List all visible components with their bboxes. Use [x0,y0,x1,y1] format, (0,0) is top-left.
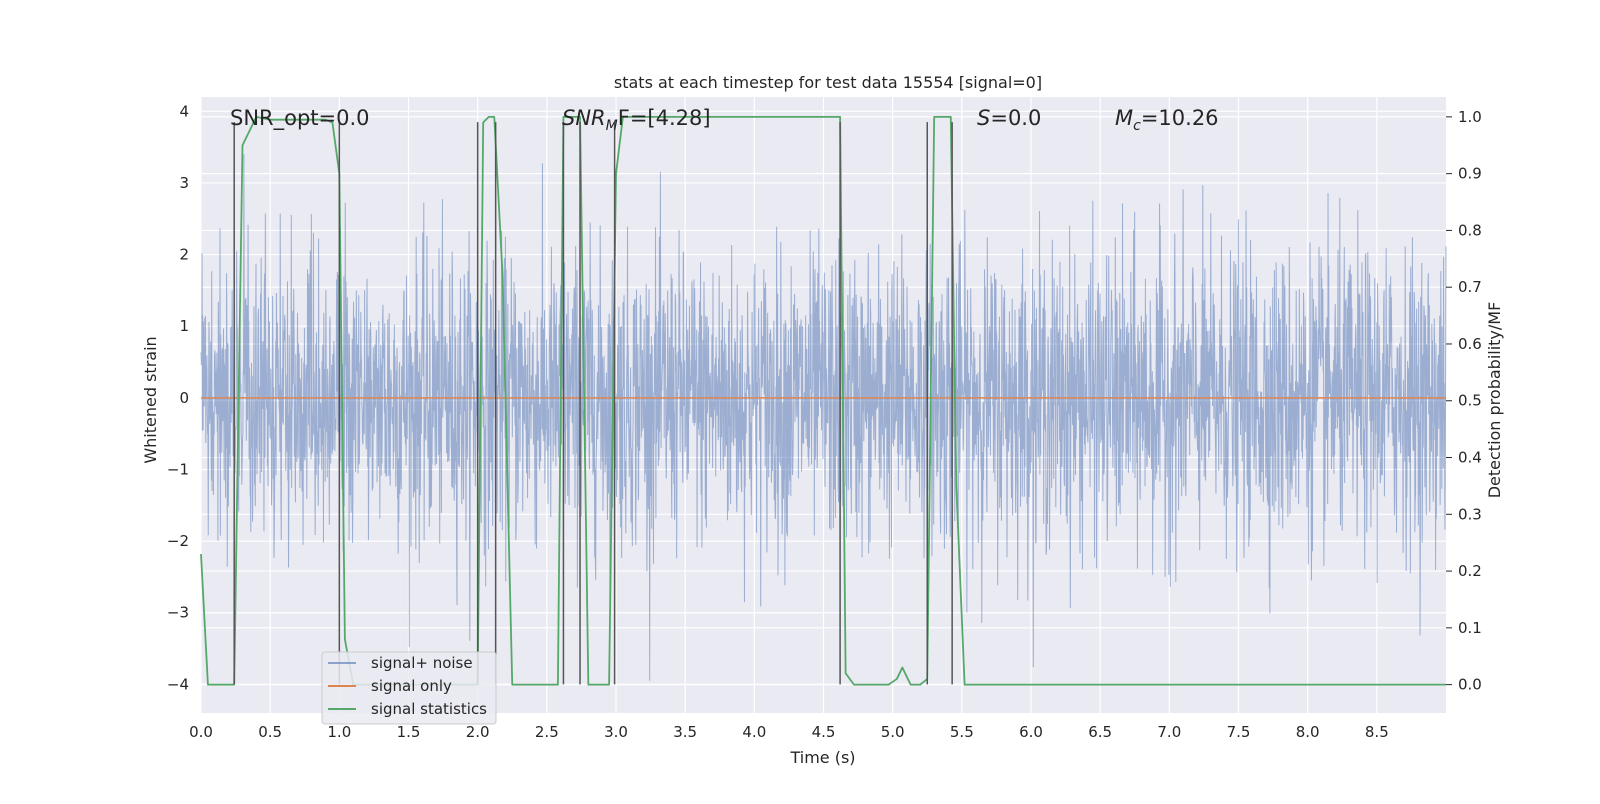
x-tick-label: 1.5 [397,723,421,741]
legend-label-signal-statistics: signal statistics [371,700,487,718]
y2-tick-label: 0.9 [1458,165,1482,183]
chart-title: stats at each timestep for test data 155… [614,73,1042,92]
annotation-s-value: =0.0 [990,106,1041,130]
annotation-s-symbol: S [977,106,990,130]
y-tick-label: −4 [167,675,189,693]
x-tick-label: 4.5 [812,723,836,741]
x-axis-label: Time (s) [789,748,855,767]
x-tick-label: 5.5 [950,723,974,741]
y-tick-label: 1 [179,317,189,335]
y2-tick-label: 0.6 [1458,335,1482,353]
y2-tick-label: 0.4 [1458,449,1482,467]
annotation-mc-base: M [1115,106,1133,130]
annotation-s: S=0.0 [977,106,1041,130]
x-tick-label: 4.0 [742,723,766,741]
x-tick-label: 1.0 [327,723,351,741]
x-tick-label: 3.0 [604,723,628,741]
series-signal-statistics [200,115,1446,686]
y2-tick-label: 0.5 [1458,392,1482,410]
y-tick-label: 2 [179,246,189,264]
y-tick-label: 0 [179,389,189,407]
annotation-snr-mf-base: SNR [562,106,606,130]
x-tick-label: 0.0 [189,723,213,741]
x-tick-label: 7.0 [1157,723,1181,741]
annotation-snr-mf: SNRMF=[4.28] [562,106,711,134]
y2-tick-label: 0.2 [1458,562,1482,580]
y-tick-label: −3 [167,604,189,622]
annotation-mc: Mc=10.26 [1115,106,1219,134]
annotation-snr-opt: SNR_opt=0.0 [230,106,370,131]
annotation-mc-sub: c [1133,118,1141,134]
y2-tick-label: 0.8 [1458,221,1482,239]
annotation-snr-mf-rest: F=[4.28] [618,106,711,130]
y2-tick-label: 0.7 [1458,278,1482,296]
legend: signal+ noise signal only signal statist… [321,651,497,725]
x-tick-label: 2.0 [466,723,490,741]
legend-label-signal-noise: signal+ noise [371,654,473,672]
annotation-mc-value: =10.26 [1141,106,1219,130]
y2-tick-label: 1.0 [1458,108,1482,126]
y-tick-label: 3 [179,174,189,192]
y-tick-label: −1 [167,460,189,478]
x-tick-label: 8.0 [1296,723,1320,741]
y2-tick-label: 0.1 [1458,619,1482,637]
legend-label-signal-only: signal only [371,677,452,695]
x-tick-label: 6.0 [1019,723,1043,741]
annotation-snr-mf-sub: M [606,118,618,134]
series-signal-noise [200,154,1447,681]
x-tick-label: 2.5 [535,723,559,741]
y-axis-label: Whitened strain [141,336,160,463]
y-tick-label: 4 [179,102,189,120]
x-tick-label: 0.5 [258,723,282,741]
legend-box [321,651,497,725]
x-tick-label: 7.5 [1227,723,1251,741]
y2-tick-label: 0.3 [1458,505,1482,523]
x-tick-label: 5.0 [881,723,905,741]
y2-axis-label: Detection probability/MF [1485,302,1504,499]
x-tick-label: 8.5 [1365,723,1389,741]
x-tick-label: 3.5 [673,723,697,741]
y-tick-label: −2 [167,532,189,550]
y2-tick-label: 0.0 [1458,676,1482,694]
x-tick-label: 6.5 [1088,723,1112,741]
